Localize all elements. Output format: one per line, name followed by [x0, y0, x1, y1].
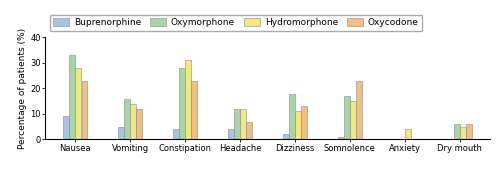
Bar: [350, 101, 356, 139]
Bar: [356, 81, 362, 139]
Legend: Buprenorphine, Oxymorphone, Hydromorphone, Oxycodone: Buprenorphine, Oxymorphone, Hydromorphon…: [50, 15, 422, 31]
Bar: [289, 94, 294, 139]
Bar: [460, 127, 466, 139]
Bar: [405, 129, 410, 139]
Bar: [283, 134, 288, 139]
Y-axis label: Percentage of patients (%): Percentage of patients (%): [18, 28, 28, 149]
Bar: [234, 109, 240, 139]
Bar: [82, 81, 87, 139]
Bar: [76, 68, 81, 139]
Bar: [338, 137, 344, 139]
Bar: [64, 116, 69, 139]
Bar: [186, 60, 191, 139]
Bar: [295, 111, 300, 139]
Bar: [454, 124, 460, 139]
Bar: [118, 127, 124, 139]
Bar: [466, 124, 471, 139]
Bar: [136, 109, 142, 139]
Bar: [246, 122, 252, 139]
Bar: [302, 106, 307, 139]
Bar: [240, 109, 246, 139]
Bar: [228, 129, 234, 139]
Bar: [130, 104, 136, 139]
Bar: [192, 81, 197, 139]
Bar: [174, 129, 179, 139]
Bar: [180, 68, 185, 139]
Bar: [70, 55, 75, 139]
Bar: [124, 99, 130, 139]
Bar: [344, 96, 350, 139]
